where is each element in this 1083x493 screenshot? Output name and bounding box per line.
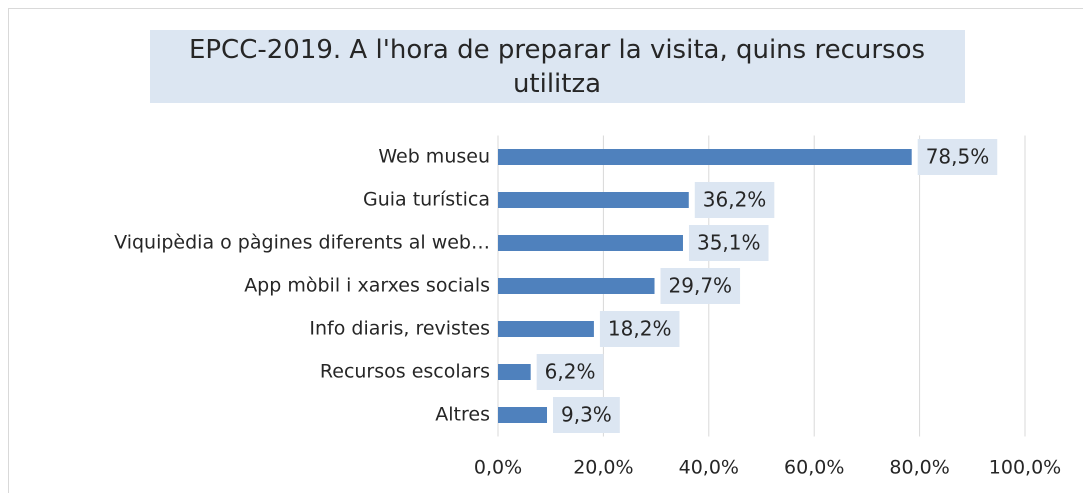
x-tick-label: 80,0% (889, 457, 949, 479)
bar (498, 407, 548, 423)
value-label-text: 35,1% (697, 231, 761, 255)
bar (498, 364, 531, 380)
value-label: 6,2% (536, 354, 604, 390)
chart-title: EPCC-2019. A l'hora de preparar la visit… (189, 35, 925, 99)
y-tick-label: App mòbil i xarxes socials (244, 275, 490, 297)
x-tick-label: 100,0% (989, 457, 1061, 479)
value-label-text: 18,2% (608, 317, 672, 341)
value-label: 36,2% (694, 182, 775, 218)
y-tick-label: Web museu (378, 146, 490, 168)
x-tick-label: 20,0% (573, 457, 633, 479)
x-tick-label: 60,0% (784, 457, 844, 479)
value-label: 78,5% (917, 139, 998, 175)
bar (498, 321, 594, 337)
bar (498, 149, 912, 165)
y-tick-label: Viquipèdia o pàgines diferents al web… (114, 232, 490, 254)
x-tick-label: 40,0% (679, 457, 739, 479)
value-label-box (917, 139, 998, 175)
value-label-text: 6,2% (545, 360, 596, 384)
value-label-box (553, 397, 620, 433)
value-label-box (688, 225, 769, 261)
value-label-text: 78,5% (926, 145, 990, 169)
value-label-box (660, 268, 741, 304)
y-tick-label: Altres (435, 404, 490, 426)
value-label-text: 9,3% (561, 403, 612, 427)
value-label: 35,1% (688, 225, 769, 261)
chart-border (8, 8, 1083, 493)
value-label-box (694, 182, 775, 218)
title-box (150, 30, 965, 103)
bar (498, 235, 683, 251)
value-label-box (599, 311, 680, 347)
value-label-box (536, 354, 604, 390)
value-label: 9,3% (553, 397, 620, 433)
value-label-text: 29,7% (669, 274, 733, 298)
y-tick-label: Recursos escolars (320, 361, 490, 383)
y-tick-label: Guia turística (363, 189, 490, 211)
bar (498, 192, 689, 208)
y-tick-label: Info diaris, revistes (309, 318, 490, 340)
value-label-text: 36,2% (703, 188, 767, 212)
bar (498, 278, 655, 294)
value-label: 18,2% (599, 311, 680, 347)
x-tick-label: 0,0% (474, 457, 522, 479)
value-label: 29,7% (660, 268, 741, 304)
